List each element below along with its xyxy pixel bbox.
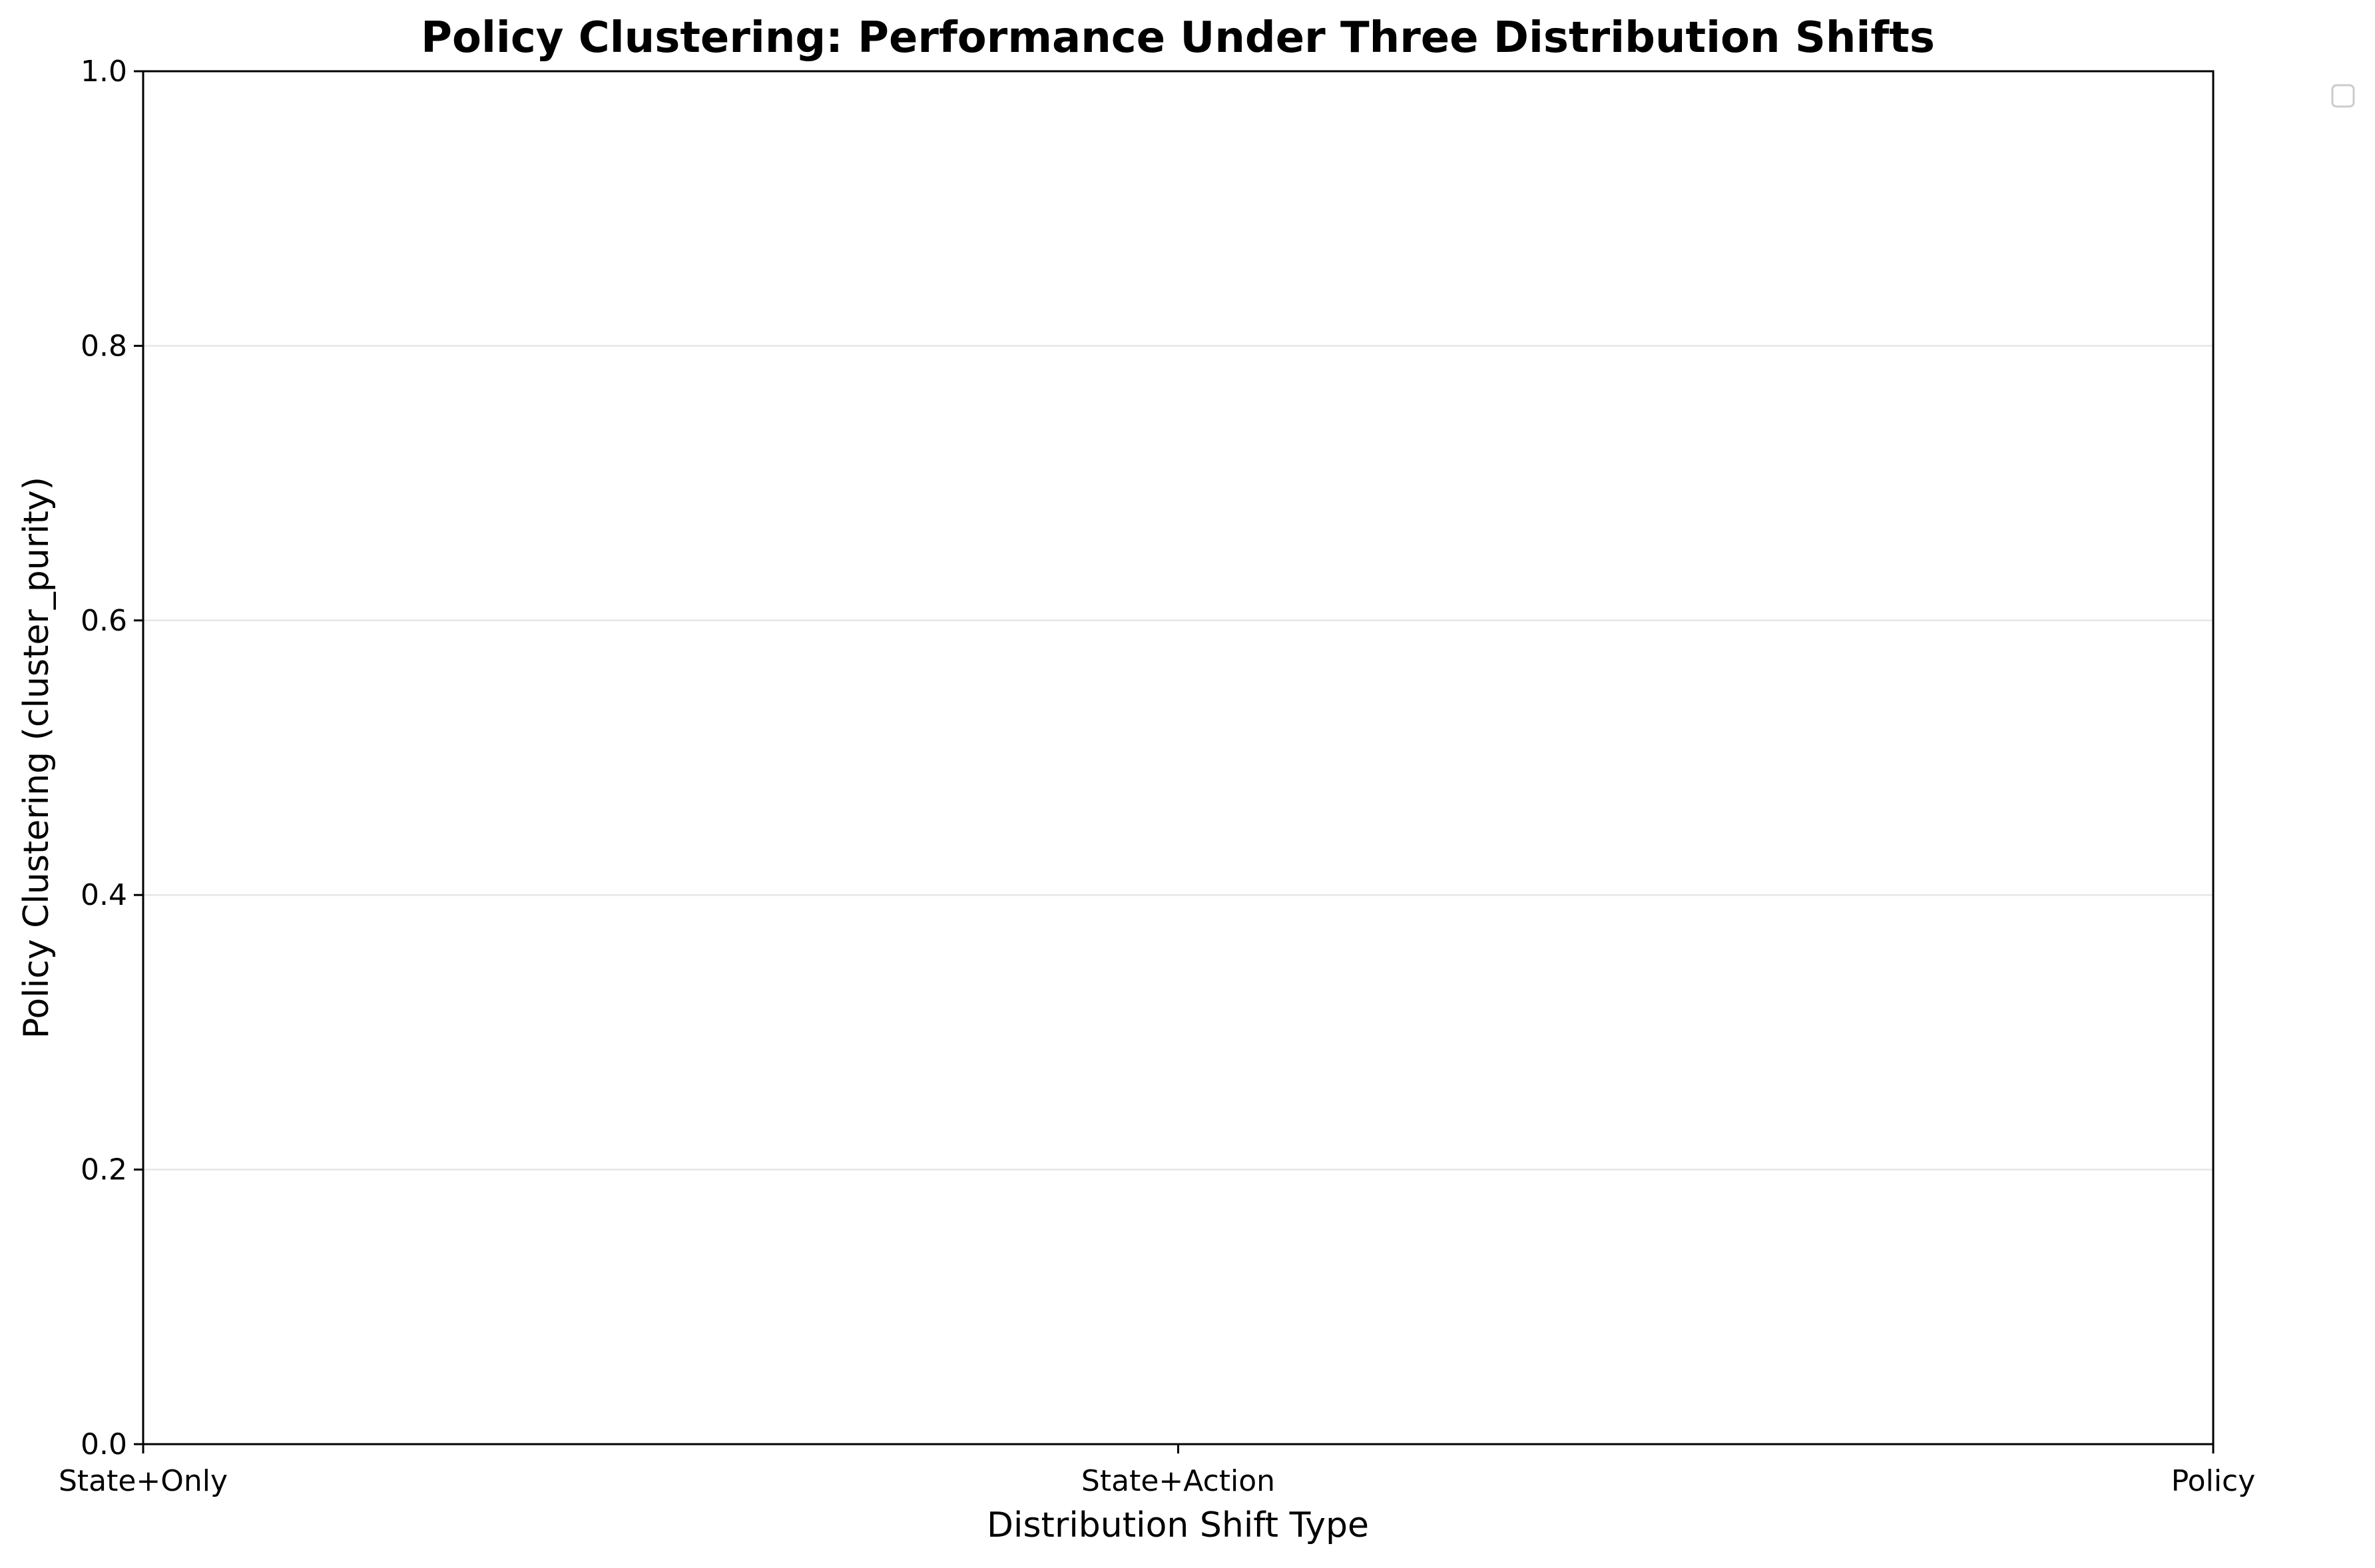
- y-tick-label: 0.4: [81, 878, 127, 912]
- legend-box: [2331, 84, 2355, 108]
- y-axis-label: Policy Clustering (cluster_purity): [17, 477, 57, 1039]
- y-tick-label: 0.0: [81, 1428, 127, 1461]
- chart-title: Policy Clustering: Performance Under Thr…: [421, 13, 1935, 63]
- x-tick-label: State+Action: [1081, 1464, 1275, 1498]
- legend: [2331, 84, 2355, 108]
- y-tick-label: 1.0: [81, 55, 127, 89]
- x-axis: State+Only State+Action Policy: [59, 1444, 2255, 1498]
- y-tick-label: 0.8: [81, 329, 127, 363]
- plot-area: [142, 70, 2215, 1445]
- x-tick-label: Policy: [2171, 1464, 2256, 1498]
- y-tick-label: 0.6: [81, 604, 127, 638]
- x-tick-label: State+Only: [59, 1464, 228, 1498]
- y-axis: 0.0 0.2 0.4 0.6 0.8 1.0: [81, 55, 143, 1461]
- x-axis-label: Distribution Shift Type: [987, 1505, 1369, 1545]
- grid-lines: [143, 345, 2213, 1171]
- y-tick-label: 0.2: [81, 1153, 127, 1187]
